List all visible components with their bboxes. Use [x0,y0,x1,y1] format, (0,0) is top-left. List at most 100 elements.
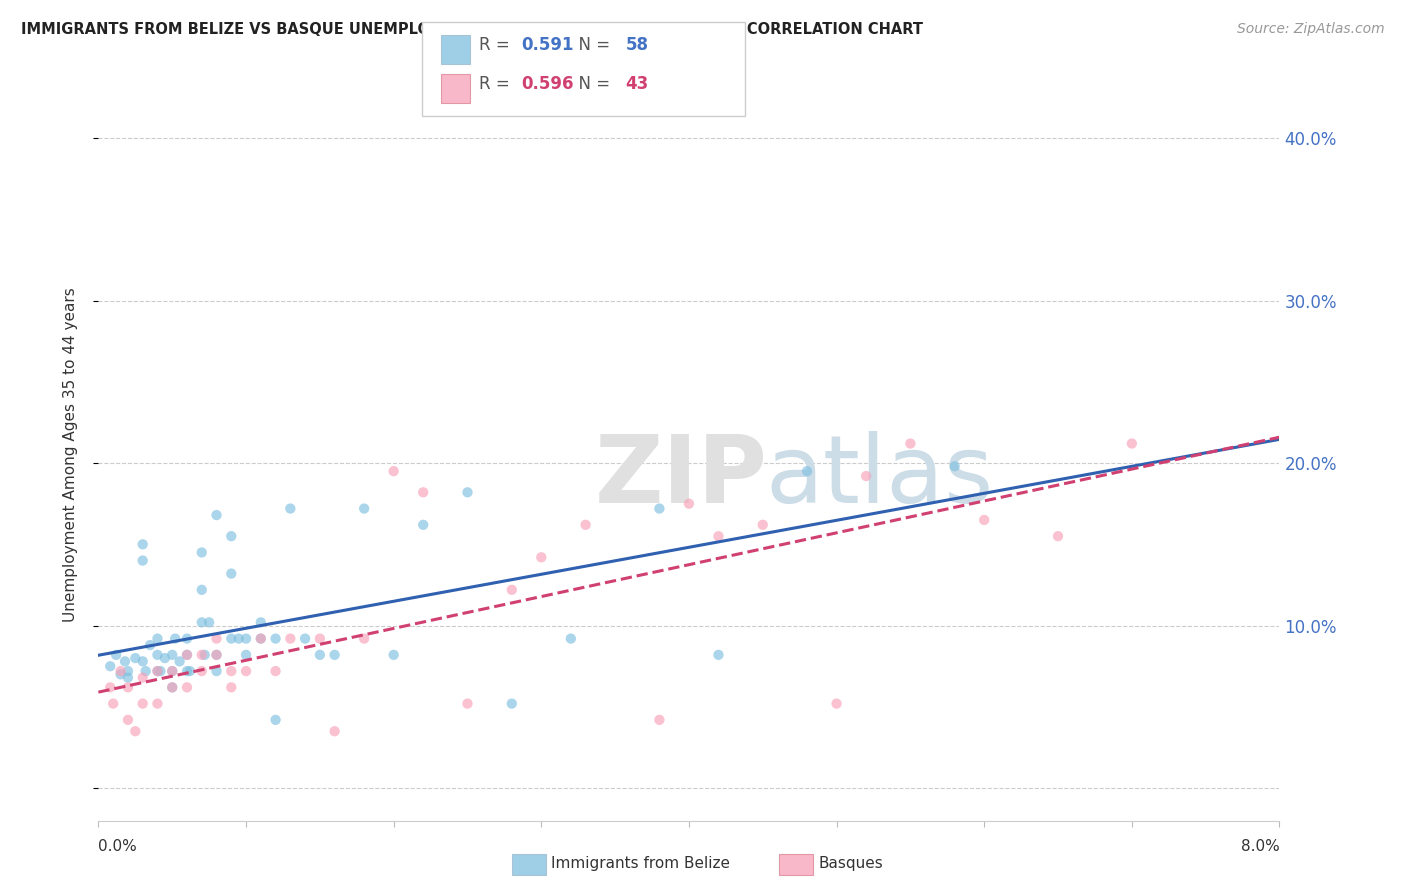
Point [153,651,176,665]
Point [117,681,139,695]
Point [560,632,582,646]
Point [139,638,162,652]
Text: 43: 43 [626,75,650,93]
Text: 58: 58 [626,37,648,54]
Point [294,632,316,646]
Point [205,664,228,678]
Point [412,517,434,532]
Point [825,697,848,711]
Point [162,681,183,695]
Point [973,513,995,527]
Point [176,648,198,662]
Point [176,681,198,695]
Point [132,697,155,711]
Point [678,497,700,511]
Point [98,659,121,673]
Point [191,615,214,630]
Point [382,648,405,662]
Point [162,648,183,662]
Point [250,632,273,646]
Text: 0.0%: 0.0% [98,838,138,854]
Point [1121,436,1143,450]
Point [105,648,128,662]
Point [176,664,198,678]
Point [219,632,242,646]
Point [264,632,287,646]
Text: R =: R = [479,37,516,54]
Point [132,671,155,685]
Point [110,664,132,678]
Point [124,724,146,739]
Point [235,648,257,662]
Point [205,648,228,662]
Point [146,697,169,711]
Point [117,713,139,727]
Point [165,632,187,646]
Point [219,681,242,695]
Point [146,664,169,678]
Point [1046,529,1069,543]
Point [194,648,217,662]
Point [117,671,139,685]
Point [219,566,242,581]
Text: 0.596: 0.596 [522,75,574,93]
Point [308,632,332,646]
Point [191,545,214,559]
Point [530,550,553,565]
Point [98,681,121,695]
Point [146,648,169,662]
Text: Source: ZipAtlas.com: Source: ZipAtlas.com [1237,22,1385,37]
Text: 0.591: 0.591 [522,37,574,54]
Point [146,664,169,678]
Point [176,632,198,646]
Point [235,664,257,678]
Point [707,529,730,543]
Point [132,654,155,668]
Point [110,667,132,681]
Point [250,615,273,630]
Point [162,681,183,695]
Point [264,713,287,727]
Point [943,459,966,474]
Text: Basques: Basques [818,856,883,871]
Point [382,464,405,478]
Point [176,648,198,662]
Point [228,632,250,646]
Point [191,582,214,597]
Point [149,664,172,678]
Point [501,697,523,711]
Point [900,436,922,450]
Point [191,664,214,678]
Text: N =: N = [568,37,616,54]
Point [179,664,201,678]
Text: Immigrants from Belize: Immigrants from Belize [551,856,730,871]
Text: N =: N = [568,75,616,93]
Point [114,654,136,668]
Point [219,529,242,543]
Point [501,582,523,597]
Point [169,654,191,668]
Point [574,517,596,532]
Point [250,632,273,646]
Point [353,501,375,516]
Point [264,664,287,678]
Y-axis label: Unemployment Among Ages 35 to 44 years: Unemployment Among Ages 35 to 44 years [63,287,77,623]
Point [198,615,221,630]
Point [103,697,125,711]
Text: ZIP: ZIP [595,431,768,523]
Point [205,632,228,646]
Point [456,485,478,500]
Point [146,632,169,646]
Text: atlas: atlas [766,431,994,523]
Point [205,508,228,522]
Point [323,648,346,662]
Point [135,664,157,678]
Point [796,464,818,478]
Point [117,664,139,678]
Point [648,501,671,516]
Point [191,648,214,662]
Point [124,651,146,665]
Point [132,537,155,551]
Point [707,648,730,662]
Point [278,632,302,646]
